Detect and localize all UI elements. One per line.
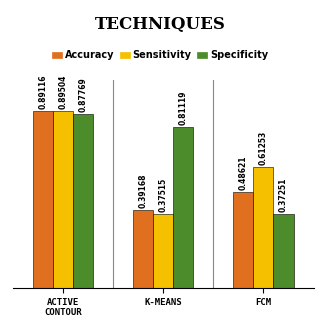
Text: 0.37515: 0.37515 [159,178,168,212]
Bar [33,111,53,288]
Text: TECHNIQUES: TECHNIQUES [95,16,225,33]
Bar [73,114,93,288]
Text: 0.48621: 0.48621 [239,155,248,190]
Bar [53,111,73,288]
Text: 0.81119: 0.81119 [179,91,188,125]
Text: 0.39168: 0.39168 [139,174,148,208]
Text: 0.87769: 0.87769 [78,77,87,112]
Text: 0.89504: 0.89504 [59,74,68,109]
Bar [233,192,253,288]
Text: 0.89116: 0.89116 [38,75,47,109]
Legend: Accuracy, Sensitivity, Specificity: Accuracy, Sensitivity, Specificity [48,46,272,64]
Bar [274,214,293,288]
Bar [133,211,153,288]
Bar [173,127,193,288]
Text: 0.37251: 0.37251 [279,178,288,212]
Text: 0.61253: 0.61253 [259,131,268,165]
Bar [253,167,274,288]
Bar [153,214,173,288]
